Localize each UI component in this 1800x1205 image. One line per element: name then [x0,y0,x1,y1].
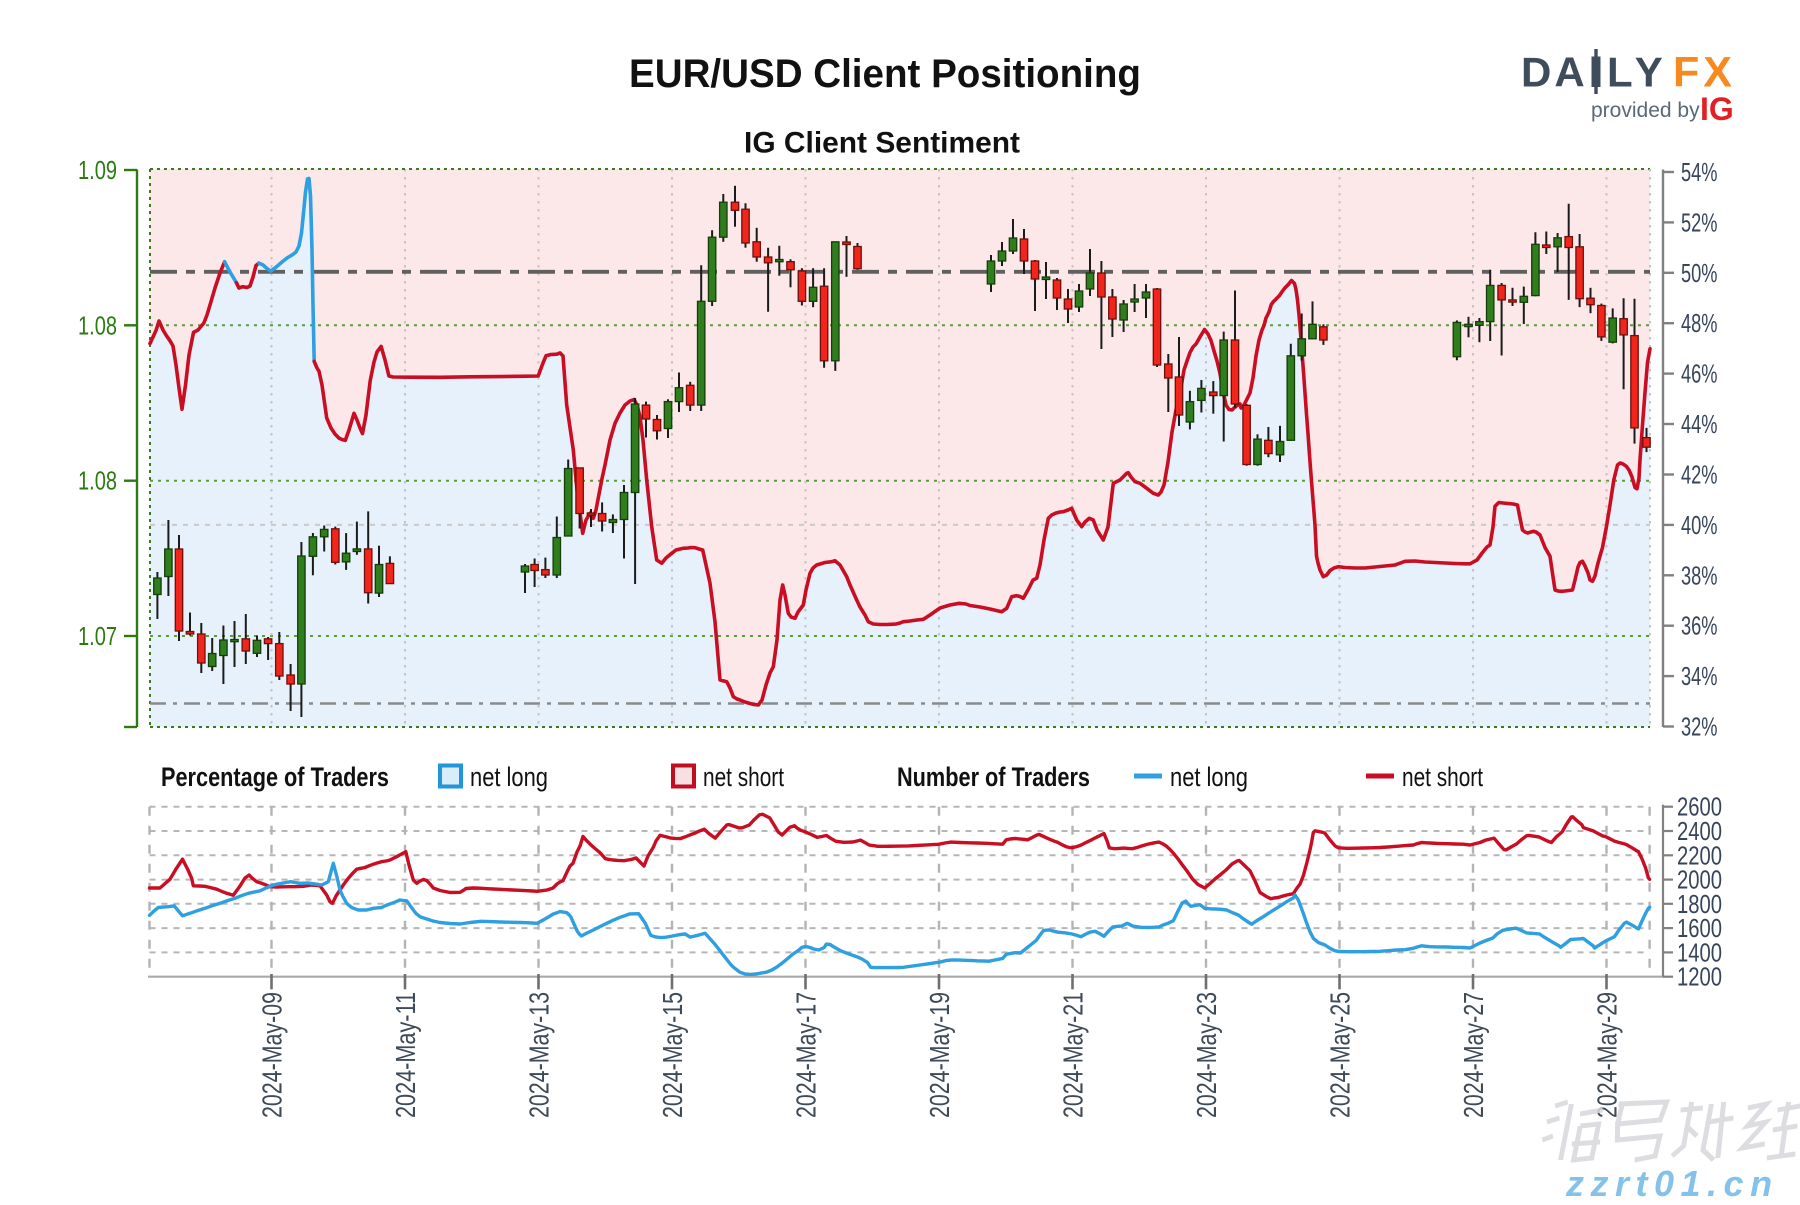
svg-text:48%: 48% [1681,308,1718,338]
svg-text:44%: 44% [1681,409,1718,439]
svg-text:2024-May-13: 2024-May-13 [524,992,555,1118]
svg-text:2024-May-25: 2024-May-25 [1325,992,1356,1118]
svg-text:provided by: provided by [1591,99,1700,122]
svg-text:2200: 2200 [1677,840,1722,870]
svg-text:2024-May-19: 2024-May-19 [924,992,955,1118]
svg-text:32%: 32% [1681,712,1718,742]
svg-text:LY: LY [1607,49,1669,96]
svg-text:EUR/USD Client Positioning: EUR/USD Client Positioning [629,52,1141,96]
svg-text:1.09: 1.09 [78,155,117,185]
svg-text:IG Client Sentiment: IG Client Sentiment [744,127,1020,160]
svg-text:net long: net long [1170,762,1248,792]
svg-text:38%: 38% [1681,560,1718,590]
svg-text:2024-May-27: 2024-May-27 [1458,992,1489,1118]
svg-text:2024-May-15: 2024-May-15 [657,992,688,1118]
svg-text:34%: 34% [1681,661,1718,691]
svg-text:2024-May-17: 2024-May-17 [791,992,822,1118]
svg-text:2400: 2400 [1677,816,1722,846]
svg-text:1400: 1400 [1677,937,1722,967]
svg-text:1200: 1200 [1677,962,1722,992]
svg-text:net long: net long [470,762,548,792]
svg-text:46%: 46% [1681,359,1718,389]
svg-text:2024-May-23: 2024-May-23 [1191,992,1222,1118]
svg-text:DA: DA [1521,49,1588,96]
svg-text:42%: 42% [1681,460,1718,490]
svg-text:2024-May-09: 2024-May-09 [257,992,288,1118]
svg-text:1800: 1800 [1677,889,1722,919]
svg-text:2600: 2600 [1677,792,1722,822]
svg-text:zzrt01.cn: zzrt01.cn [1565,1163,1779,1200]
svg-text:1.07: 1.07 [78,621,117,651]
svg-text:1600: 1600 [1677,913,1722,943]
svg-text:Percentage of Traders: Percentage of Traders [161,762,389,792]
svg-text:1.08: 1.08 [78,466,117,496]
svg-text:net short: net short [703,762,784,792]
svg-text:1.08: 1.08 [78,310,117,340]
svg-text:52%: 52% [1681,207,1718,237]
svg-text:net short: net short [1402,762,1483,792]
svg-text:Number of Traders: Number of Traders [897,762,1090,792]
svg-text:2024-May-29: 2024-May-29 [1592,992,1623,1118]
svg-text:2024-May-11: 2024-May-11 [390,992,421,1118]
svg-text:40%: 40% [1681,510,1718,540]
svg-text:2024-May-21: 2024-May-21 [1058,992,1089,1118]
svg-text:36%: 36% [1681,611,1718,641]
svg-text:IG: IG [1700,91,1734,127]
svg-text:54%: 54% [1681,157,1718,187]
svg-text:FX: FX [1673,49,1736,97]
svg-text:50%: 50% [1681,258,1718,288]
svg-text:2000: 2000 [1677,865,1722,895]
